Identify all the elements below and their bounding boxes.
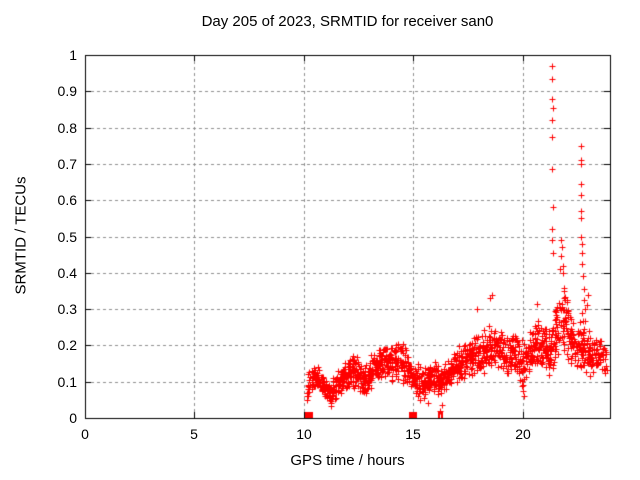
y-tick-label: 0.3 — [57, 301, 77, 317]
x-tick-label: 5 — [190, 426, 198, 442]
y-tick-label: 0.5 — [57, 229, 77, 245]
x-axis-label: GPS time / hours — [290, 452, 405, 469]
y-tick-label: 0.8 — [57, 120, 77, 136]
y-tick-label: 0.9 — [57, 83, 77, 99]
x-tick-label: 15 — [405, 426, 421, 442]
y-tick-label: 0 — [69, 410, 77, 426]
y-tick-label: 0.2 — [57, 337, 77, 353]
y-tick-label: 1 — [69, 47, 77, 63]
x-tick-label: 0 — [81, 426, 89, 442]
chart-title: Day 205 of 2023, SRMTID for receiver san… — [201, 13, 494, 30]
y-axis-label: SRMTID / TECUs — [12, 176, 30, 295]
y-tick-label: 0.1 — [57, 374, 77, 390]
y-tick-label: 0.7 — [57, 156, 77, 172]
x-tick-label: 20 — [515, 426, 531, 442]
y-tick-label: 0.6 — [57, 192, 77, 208]
y-tick-label: 0.4 — [57, 265, 77, 281]
x-tick-label: 10 — [296, 426, 312, 442]
